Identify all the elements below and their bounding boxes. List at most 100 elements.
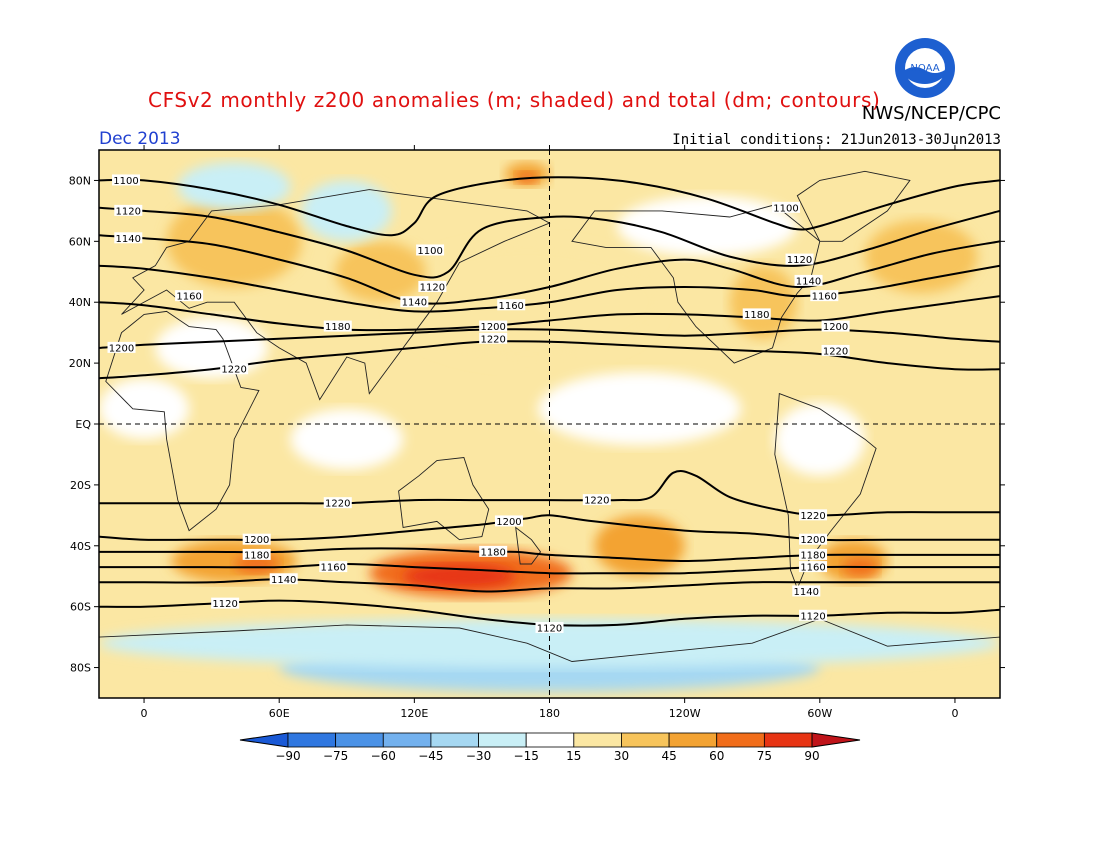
contour-label-bg: [269, 573, 298, 585]
neutral-anomaly-region: [774, 402, 865, 476]
contour-label-bg: [319, 561, 348, 573]
contour-label-bg: [582, 494, 611, 506]
contour-label-bg: [785, 253, 814, 265]
contour-label-bg: [114, 232, 143, 244]
contour-label: 1160: [800, 563, 825, 574]
contour-line-1160: [99, 264, 1000, 313]
contour-label-bg: [400, 296, 429, 308]
contour-label: 1120: [116, 206, 141, 217]
contour-label-bg: [175, 290, 204, 302]
coastline: [774, 392, 877, 590]
contour-label-bg: [220, 363, 249, 375]
colorbar-label: −30: [466, 749, 491, 763]
contour-label-bg: [799, 609, 828, 621]
colorbar-label: 15: [566, 749, 581, 763]
colorbar-label: 60: [709, 749, 724, 763]
neutral-anomaly-region: [290, 408, 404, 470]
contour-label: 1100: [417, 246, 442, 257]
contour-label-bg: [479, 332, 508, 344]
contour-label-bg: [112, 174, 141, 186]
logo-text: NOAA: [910, 63, 939, 74]
colorbar-segment: [668, 732, 718, 748]
colorbar-arrow-high: [811, 732, 861, 748]
colorbar-segment: [763, 732, 813, 748]
contour-label: 1220: [584, 496, 609, 507]
contour-line-1140: [99, 578, 1000, 593]
lon-tick-label: 120W: [669, 707, 701, 720]
lon-tick-label: 60W: [807, 707, 832, 720]
contour-label: 1100: [113, 176, 138, 187]
colorbar-label: 75: [757, 749, 772, 763]
contour-label: 1140: [271, 575, 296, 586]
contour-label: 1120: [212, 599, 237, 610]
contour-label: 1140: [794, 587, 819, 598]
colorbar-label: −75: [323, 749, 348, 763]
coastline: [105, 310, 260, 532]
colorbar-arrow-low: [239, 732, 289, 748]
contour-label-bg: [479, 545, 508, 557]
lat-tick-label: 80N: [69, 174, 91, 187]
lon-tick-label: 0: [141, 707, 148, 720]
anomaly-region: [301, 180, 392, 242]
contour-label: 1180: [480, 547, 505, 558]
contour-label-bg: [479, 320, 508, 332]
contour-label: 1200: [800, 535, 825, 546]
contour-label-bg: [821, 344, 850, 356]
contour-label: 1200: [244, 535, 269, 546]
contour-label-bg: [494, 515, 523, 527]
contour-label-bg: [107, 341, 136, 353]
contour-label-bg: [772, 201, 801, 213]
contour-label: 1120: [800, 611, 825, 622]
chart-title: CFSv2 monthly z200 anomalies (m; shaded)…: [148, 88, 881, 112]
colorbar-label: 90: [804, 749, 819, 763]
contour-label: 1140: [402, 298, 427, 309]
contour-line-1100: [99, 176, 1000, 237]
contour-label: 1180: [744, 310, 769, 321]
contour-label: 1180: [325, 322, 350, 333]
contour-label-bg: [742, 308, 771, 320]
anomaly-region: [729, 265, 798, 339]
anomaly-region: [335, 241, 426, 303]
contour-label-bg: [821, 320, 850, 332]
contour-label: 1220: [800, 511, 825, 522]
contour-label: 1180: [800, 550, 825, 561]
contour-label: 1160: [176, 292, 201, 303]
agency-label: NWS/NCEP/CPC: [861, 103, 1001, 124]
lat-tick-label: EQ: [75, 418, 91, 431]
contour-label: 1220: [480, 334, 505, 345]
colorbar-label: −15: [514, 749, 539, 763]
contour-line-1120: [99, 206, 1000, 279]
contour-label-bg: [242, 533, 271, 545]
contour-label-bg: [416, 244, 445, 256]
contour-label-bg: [810, 290, 839, 302]
coastlines: [99, 170, 1000, 698]
lat-tick-label: 80S: [70, 662, 91, 675]
lat-tick-label: 60N: [69, 235, 91, 248]
contour-line-1220: [99, 470, 1000, 517]
coastline: [121, 189, 551, 401]
lat-tick-label: 60S: [70, 601, 91, 614]
contour-label: 1200: [823, 322, 848, 333]
contour-line-1180: [99, 295, 1000, 332]
contour-label: 1200: [109, 343, 134, 354]
contour-label-bg: [418, 281, 447, 292]
contour-label: 1220: [823, 346, 848, 357]
colorbar-label: 45: [661, 749, 676, 763]
colorbar-segment: [430, 732, 479, 748]
coastline: [515, 526, 542, 565]
contour-label-bg: [794, 274, 823, 286]
axis-ticks: 80N 60N 40N 20N EQ 20S 40S 60S 80S 0 60E 120E 180 120…: [69, 145, 1005, 720]
colorbar-segment: [287, 732, 337, 748]
contour-line-1160: [99, 562, 1000, 575]
contour-label: 1200: [496, 517, 521, 528]
contour-line-1140: [99, 234, 1000, 305]
coastline: [796, 170, 911, 242]
lon-tick-label: 120E: [400, 707, 428, 720]
contour-label: 1120: [420, 283, 445, 294]
contour-label-bg: [799, 533, 828, 545]
colorbar-segment: [478, 732, 527, 748]
neutral-anomaly-region: [99, 378, 190, 440]
contour-label: 1220: [221, 365, 246, 376]
contour-label-bg: [211, 597, 240, 609]
